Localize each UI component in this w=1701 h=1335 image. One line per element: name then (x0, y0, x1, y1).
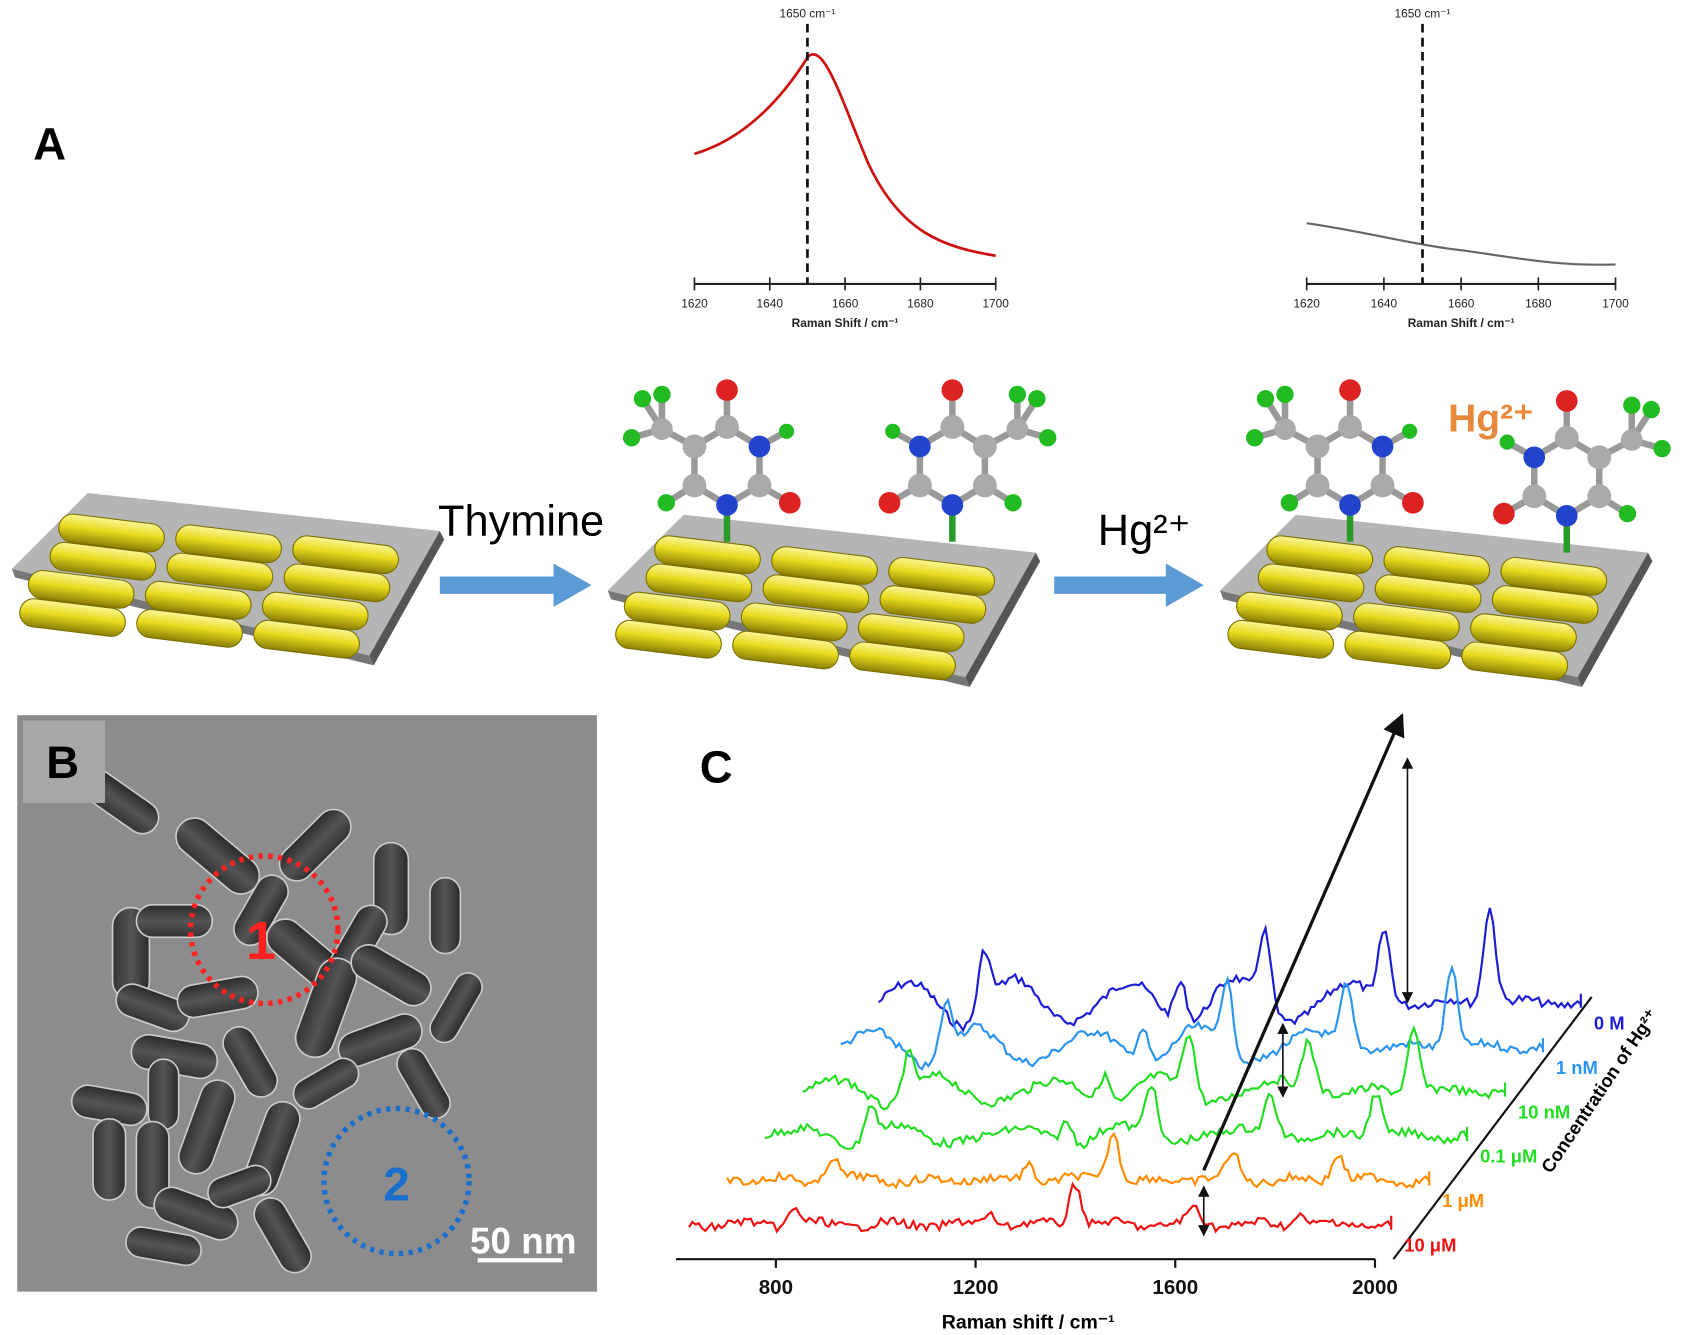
spectrum (840, 964, 1544, 1071)
x-tick-label: 1680 (1525, 297, 1552, 311)
tem-rod (253, 1197, 312, 1274)
axis-title: Raman Shift / cm⁻¹ (792, 316, 899, 330)
tem-rod (350, 944, 432, 1007)
tem-rod (125, 1226, 202, 1267)
axis-title: Raman Shift / cm⁻¹ (1408, 316, 1515, 330)
substrate-thymine (607, 514, 1041, 688)
tem-rod (92, 1118, 127, 1201)
trend-arrow (1202, 713, 1405, 1171)
tem-rod (135, 903, 214, 939)
x-tick-label: 1620 (1293, 297, 1320, 311)
spectrum-curve (694, 53, 996, 258)
series-label: 1 nM (1556, 1057, 1598, 1078)
substrate-hg (1219, 514, 1653, 688)
tem-rod (207, 1164, 272, 1209)
waterfall-chart: 800 1200 1600 2000 0 M 1 nM 10 nM 0.1 μM 1 μM 10 … (676, 907, 1625, 1299)
series-label: 0 M (1594, 1012, 1625, 1033)
x-tick-label: 1640 (757, 297, 784, 311)
tem-rod (337, 1013, 423, 1068)
molecule (1246, 379, 1424, 542)
series-label: 10 μM (1404, 1235, 1456, 1256)
region-label: 1 (246, 911, 276, 971)
spectrum (764, 1085, 1469, 1150)
x-tick-label: 1700 (1602, 297, 1629, 311)
tem-rod (396, 1047, 451, 1120)
region-label: 2 (383, 1159, 410, 1212)
spectrum (878, 907, 1582, 1033)
x-tick-label: 1660 (1448, 297, 1475, 311)
arrow (439, 563, 592, 607)
tem-rod (222, 1026, 279, 1098)
tem-rod (135, 1120, 170, 1210)
x-tick-label: 1620 (681, 297, 708, 311)
x-tick-label: 1660 (832, 297, 859, 311)
x-tick-label: 800 (759, 1276, 793, 1299)
spectrum-before: 1620 1640 1660 1680 1700 Raman Shift / cm⁻¹ 16… (681, 6, 1009, 330)
tem-rod (429, 972, 483, 1044)
substrate-bare (11, 492, 445, 666)
tem-rod (115, 983, 191, 1033)
spectrum (726, 1131, 1431, 1190)
tem-rod (153, 1186, 239, 1241)
axis-title: Raman shift / cm⁻¹ (942, 1311, 1115, 1333)
x-tick-label: 1640 (1371, 297, 1398, 311)
panel-label: A (33, 118, 66, 169)
molecule (879, 379, 1057, 542)
spectrum (688, 1181, 1393, 1234)
series-label: 0.1 μM (1480, 1146, 1537, 1167)
marker-label: 1650 cm⁻¹ (779, 6, 835, 20)
tem-rod (176, 975, 259, 1019)
scale-label: 50 nm (470, 1221, 576, 1262)
ion-label: Hg²⁺ (1448, 397, 1534, 440)
step-label: Hg²⁺ (1098, 507, 1191, 555)
region-circle (321, 1105, 472, 1257)
spectrum-after: 1620 1640 1660 1680 1700 Raman Shift / cm⁻¹ 16… (1293, 6, 1629, 330)
tem-rod (177, 1079, 236, 1175)
arrow (1054, 563, 1204, 607)
step-label: Thymine (438, 497, 604, 545)
x-tick-label: 1200 (953, 1276, 999, 1299)
depth-axis (1392, 996, 1593, 1260)
region-circle (187, 853, 341, 1007)
series-label: 1 μM (1442, 1190, 1484, 1211)
x-tick-label: 1600 (1152, 1276, 1198, 1299)
tem-rod (147, 1058, 180, 1131)
molecule (623, 379, 801, 542)
series-label: 10 nM (1518, 1101, 1570, 1122)
tem-rod (233, 874, 289, 947)
x-tick-label: 2000 (1352, 1276, 1398, 1299)
x-tick-label: 1680 (907, 297, 934, 311)
tem-rod (429, 876, 462, 955)
spectrum (802, 1025, 1506, 1111)
spectrum-curve (1306, 222, 1616, 266)
marker-label: 1650 cm⁻¹ (1395, 6, 1451, 20)
panel-label: B (46, 737, 79, 788)
tem-rod (292, 1057, 360, 1110)
tem-rod (294, 957, 358, 1059)
x-tick-label: 1700 (982, 297, 1009, 311)
panel-label: C (700, 741, 733, 792)
label-box (22, 720, 105, 803)
